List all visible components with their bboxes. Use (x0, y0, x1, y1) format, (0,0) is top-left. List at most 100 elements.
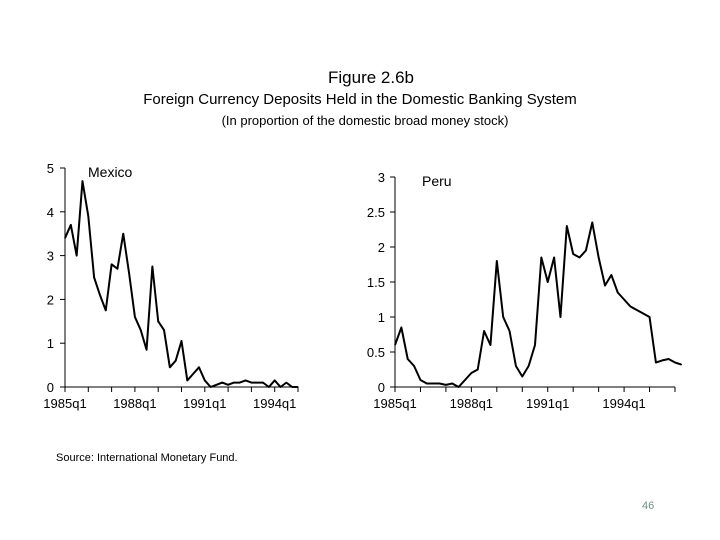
data-point (623, 298, 625, 301)
data-point (445, 384, 447, 386)
data-point (198, 366, 200, 368)
data-point (291, 386, 293, 388)
data-point (268, 386, 270, 388)
data-point (540, 256, 542, 259)
data-point (93, 276, 95, 279)
data-point (648, 316, 651, 318)
data-point (180, 340, 183, 342)
x-tick-label: 1991q1 (526, 396, 569, 411)
data-point (642, 312, 644, 315)
data-point (256, 382, 258, 384)
data-point (508, 330, 511, 332)
data-point (496, 260, 498, 262)
series-line-peru (394, 221, 682, 388)
figure-units-note: (In proportion of the domestic broad mon… (221, 113, 509, 128)
y-tick-label: 0 (47, 380, 54, 395)
x-tick-label: 1988q1 (113, 396, 156, 411)
data-point (250, 382, 252, 384)
x-tick-label: 1994q1 (602, 396, 645, 411)
y-tick-label: 4 (47, 205, 54, 220)
data-point (534, 344, 536, 346)
y-tick-label: 3 (47, 249, 54, 264)
data-point (394, 344, 396, 346)
x-tick-label: 1988q1 (450, 396, 493, 411)
data-point (70, 224, 72, 226)
figure-subtitle: Foreign Currency Deposits Held in the Do… (143, 91, 577, 108)
data-point (145, 349, 148, 351)
data-point (227, 384, 229, 386)
data-point (221, 382, 223, 384)
data-point (99, 294, 101, 296)
data-point (636, 309, 638, 311)
data-point (668, 358, 670, 360)
data-point (244, 379, 247, 382)
peru-panel-title: Peru (422, 173, 452, 189)
data-point (515, 365, 517, 367)
data-point (233, 382, 235, 384)
data-point (169, 366, 171, 368)
data-point (297, 386, 299, 388)
data-point (521, 375, 523, 378)
data-point (610, 274, 612, 276)
data-point (528, 365, 530, 367)
data-point (547, 281, 549, 283)
data-point (279, 386, 282, 388)
data-point (591, 221, 593, 224)
y-tick-label: 1 (378, 310, 385, 325)
page-number: 46 (642, 500, 655, 512)
data-point (426, 382, 428, 385)
data-point (105, 309, 107, 311)
data-point (559, 316, 562, 318)
data-point (87, 215, 89, 217)
data-point (210, 386, 212, 388)
y-tick-label: 1 (47, 336, 54, 351)
data-point (122, 233, 124, 235)
data-point (483, 330, 485, 332)
data-point (81, 180, 84, 182)
y-tick-label: 3 (378, 170, 385, 185)
data-point (566, 225, 568, 227)
data-point (140, 329, 142, 331)
x-tick-label: 1985q1 (373, 396, 416, 411)
data-point (134, 316, 136, 318)
data-point (489, 344, 492, 346)
data-point (629, 305, 632, 308)
data-point (464, 379, 466, 381)
data-point (419, 379, 422, 381)
data-point (578, 256, 581, 259)
data-point (192, 373, 194, 375)
data-point (128, 272, 130, 274)
data-point (262, 382, 264, 384)
data-point (175, 360, 177, 362)
data-point (186, 379, 188, 382)
y-tick-label: 0.5 (367, 345, 385, 360)
data-point (477, 368, 479, 371)
data-point (151, 265, 153, 268)
data-point (432, 382, 434, 385)
mexico-panel-title: Mexico (88, 164, 133, 180)
data-point (400, 326, 402, 329)
figure-title: Figure 2.6b (328, 68, 414, 87)
data-point (407, 358, 409, 360)
y-tick-label: 2.5 (367, 205, 385, 220)
data-point (553, 256, 555, 259)
y-tick-label: 2 (47, 292, 54, 307)
data-point (674, 361, 676, 364)
x-tick-label: 1991q1 (183, 396, 226, 411)
data-point (572, 253, 574, 255)
data-point (617, 291, 619, 294)
x-tick-label: 1985q1 (43, 396, 86, 411)
data-point (604, 284, 606, 287)
data-point (163, 329, 165, 331)
data-point (502, 316, 504, 318)
data-point (116, 268, 119, 270)
data-point (215, 384, 218, 386)
data-point (598, 256, 600, 259)
data-point (451, 382, 453, 385)
data-point (204, 379, 206, 382)
y-tick-label: 0 (378, 380, 385, 395)
data-point (680, 364, 682, 366)
source-note: Source: International Monetary Fund. (56, 452, 238, 464)
data-point (655, 361, 657, 364)
